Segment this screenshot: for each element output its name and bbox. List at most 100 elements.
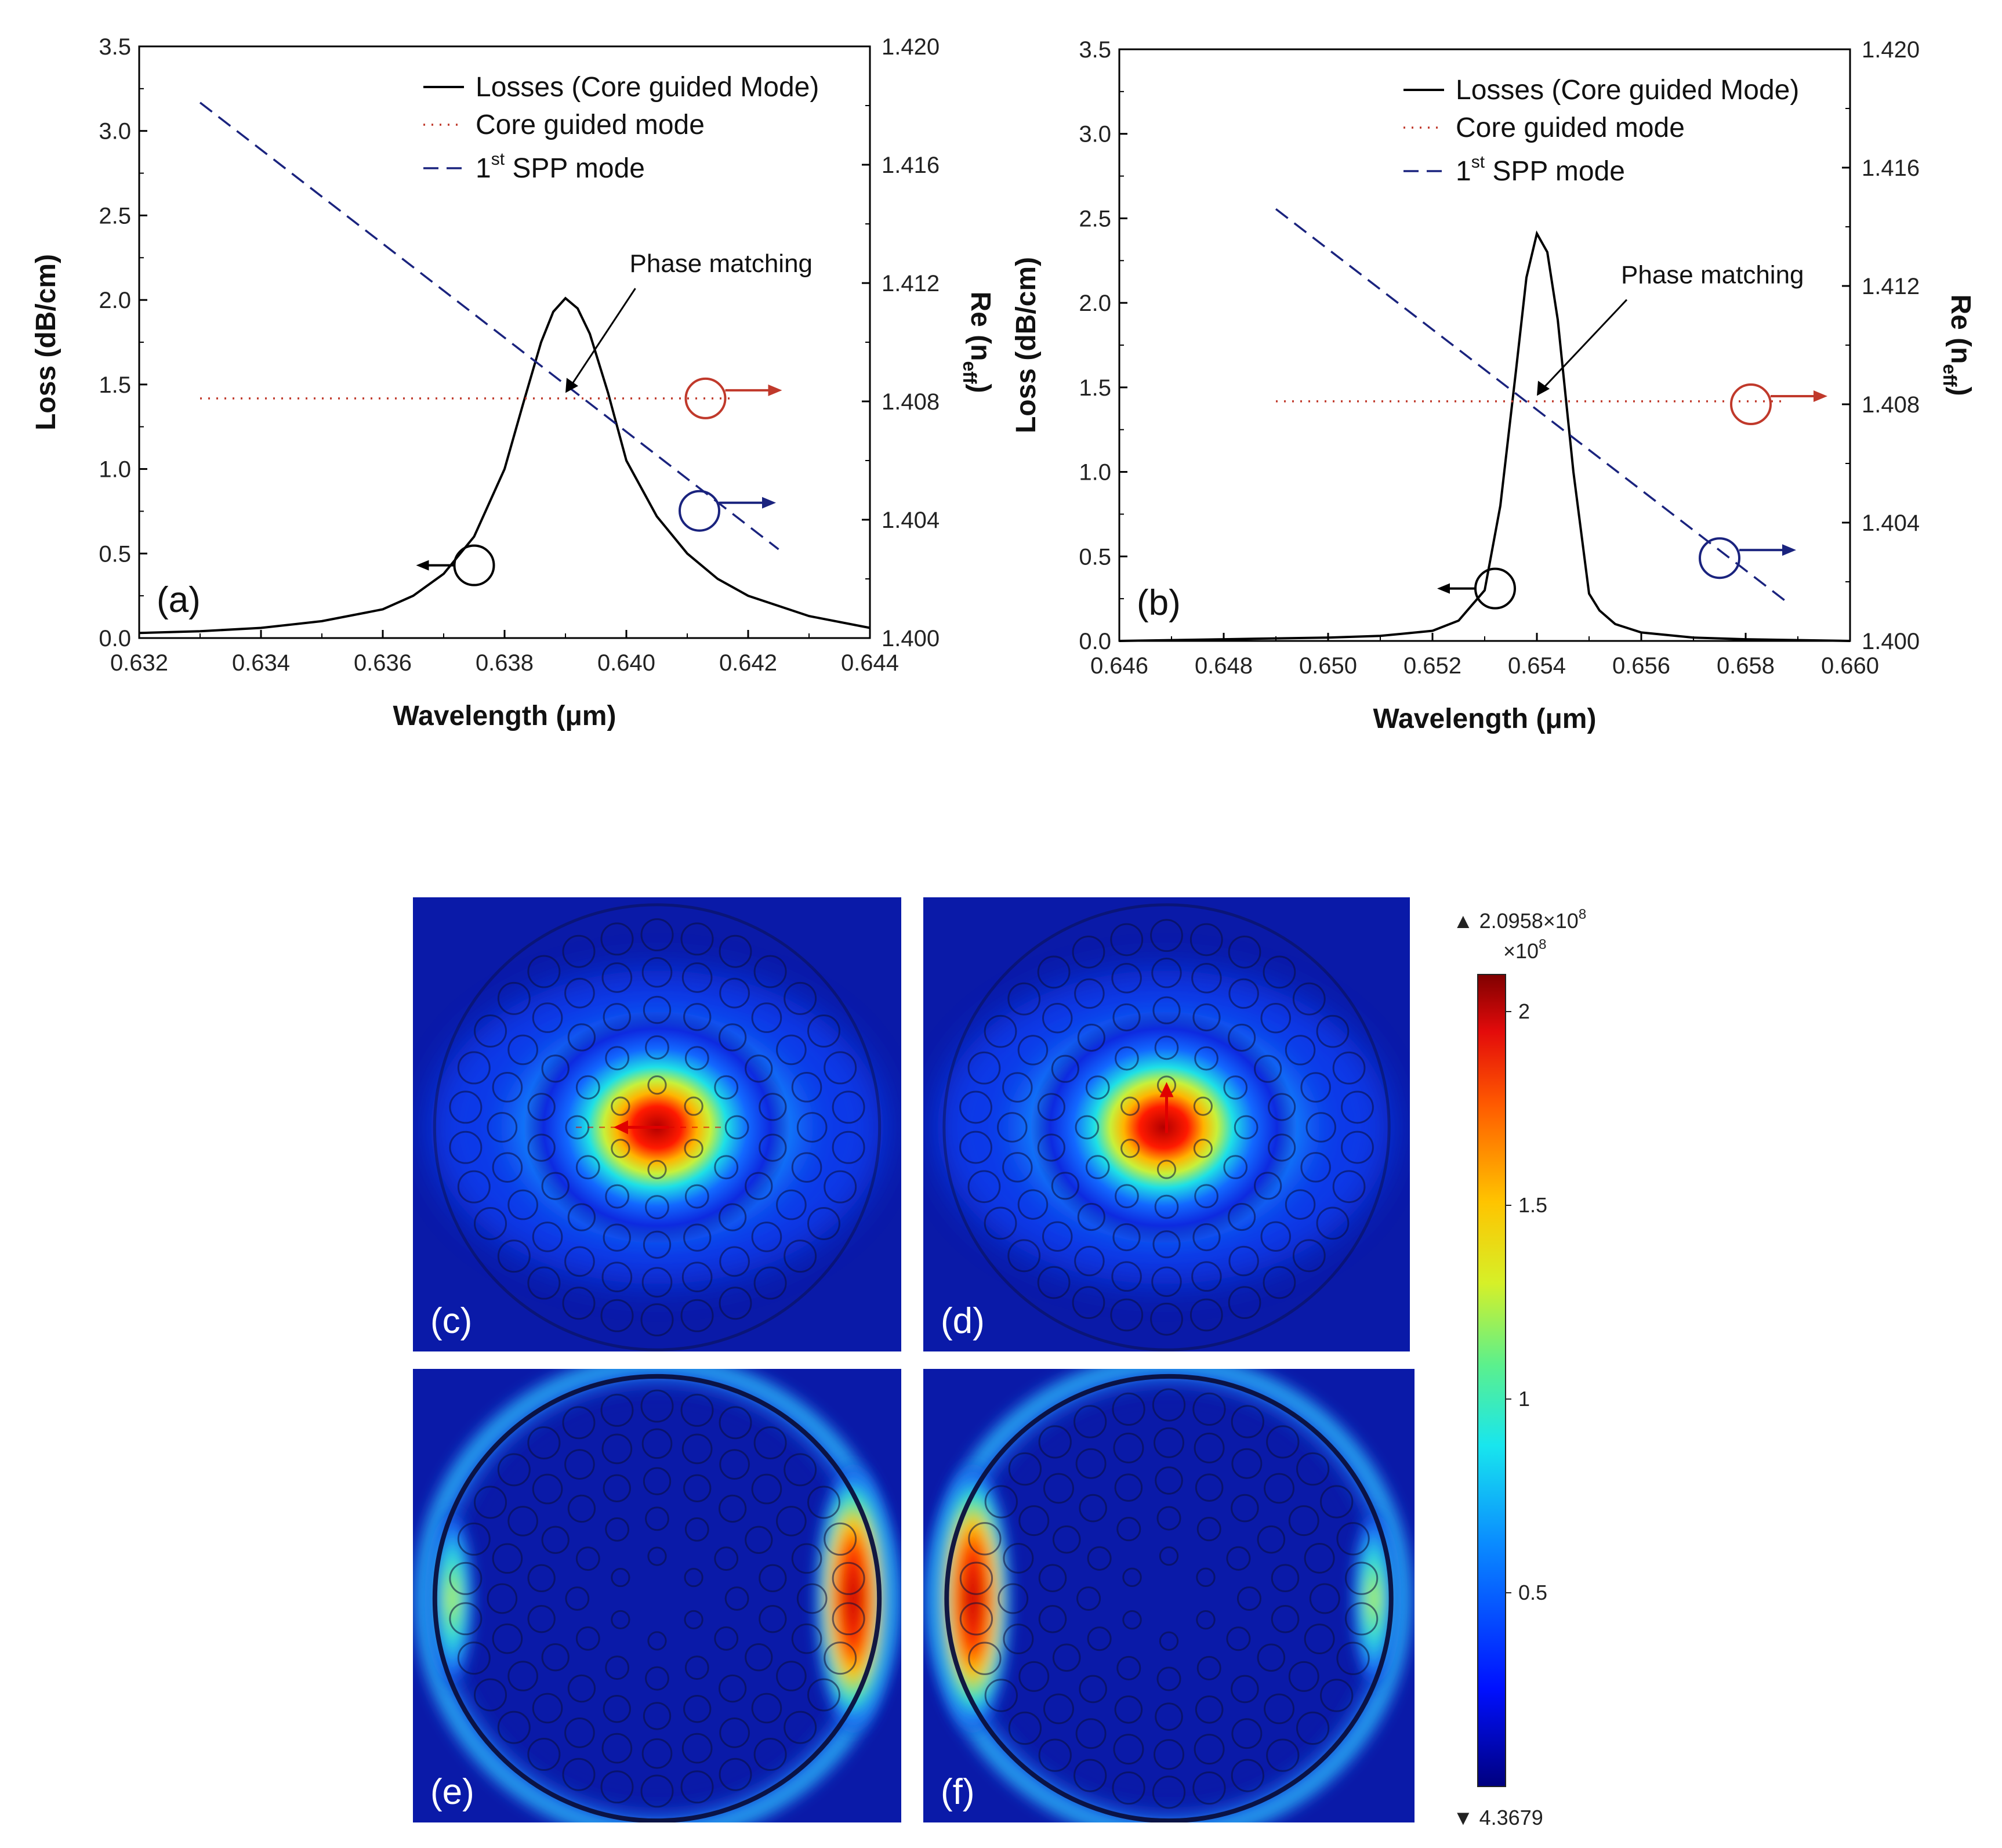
air-hole	[1223, 1075, 1248, 1100]
polarization-arrowhead	[614, 1120, 628, 1135]
air-hole	[791, 1623, 822, 1654]
air-hole	[796, 1112, 828, 1143]
air-hole	[681, 1262, 713, 1292]
air-hole	[1085, 1155, 1110, 1179]
air-hole	[1037, 955, 1071, 989]
air-hole	[1266, 1738, 1300, 1772]
chart-panel-b: 0.646 0.648 0.650 0.652 0.654 0.656 0.658 0.660…	[1011, 37, 1976, 734]
air-hole	[718, 1203, 747, 1231]
air-hole	[753, 1738, 787, 1771]
gold-layer-ring	[942, 903, 1391, 1351]
air-hole	[1254, 1055, 1282, 1083]
air-hole	[641, 1738, 673, 1769]
air-hole	[1263, 1266, 1296, 1299]
air-hole	[541, 1055, 570, 1083]
air-hole	[449, 1130, 483, 1164]
air-hole	[532, 1002, 563, 1033]
x-tick-label: 0.658	[1717, 653, 1775, 679]
x-tick-label: 0.654	[1508, 653, 1566, 679]
colorbar-max-label: ▲ 2.0958×108	[1453, 907, 1586, 933]
air-hole	[1072, 935, 1105, 969]
air-hole	[684, 1655, 709, 1680]
air-hole	[1316, 1014, 1350, 1048]
air-hole	[1043, 1693, 1074, 1724]
y2-axis-label-close: )	[1945, 387, 1976, 396]
air-hole	[641, 956, 673, 988]
air-hole	[1189, 923, 1223, 956]
air-hole	[791, 1152, 822, 1183]
air-hole	[1271, 1605, 1300, 1633]
air-hole	[1051, 1055, 1079, 1083]
x-axis-label: Wavelength (μm)	[393, 701, 616, 731]
air-hole	[751, 1693, 782, 1724]
air-hole	[1223, 1155, 1248, 1179]
air-hole	[1271, 1564, 1300, 1592]
air-hole	[784, 1453, 817, 1487]
air-hole	[492, 1543, 523, 1574]
air-hole	[719, 1246, 750, 1277]
air-hole	[643, 995, 672, 1024]
x-tick-label: 0.652	[1403, 653, 1461, 679]
air-hole	[1195, 1695, 1224, 1724]
air-hole	[1122, 1567, 1142, 1588]
air-hole	[1257, 1525, 1286, 1554]
air-hole	[959, 1090, 992, 1124]
air-hole	[1268, 1093, 1296, 1121]
air-hole	[564, 1717, 595, 1748]
air-hole	[1075, 1115, 1100, 1140]
air-hole	[527, 1093, 556, 1121]
air-hole	[1073, 1405, 1107, 1438]
legend-spp-sup: st	[491, 150, 505, 169]
air-hole	[745, 1525, 773, 1554]
field-panel-label: (c)	[430, 1301, 472, 1341]
air-hole	[605, 1517, 630, 1542]
air-hole	[497, 1711, 531, 1744]
air-hole	[1231, 1759, 1264, 1792]
air-hole	[791, 1072, 822, 1103]
air-hole	[1087, 1546, 1112, 1571]
x-tick-label: 0.640	[597, 650, 655, 676]
air-hole	[718, 1023, 747, 1052]
x-tick-label: 0.650	[1299, 653, 1357, 679]
air-hole	[1231, 1494, 1259, 1523]
air-hole	[807, 1206, 840, 1240]
air-hole	[645, 1195, 669, 1220]
air-hole	[824, 1522, 857, 1556]
air-hole	[611, 1096, 630, 1116]
air-hole	[541, 1525, 570, 1554]
air-hole	[527, 1133, 556, 1162]
loss-series-line	[1119, 230, 1851, 642]
air-hole	[1074, 1245, 1105, 1277]
air-hole	[641, 1428, 673, 1459]
y2-tick-label: 1.420	[882, 34, 940, 60]
air-hole	[1228, 1245, 1259, 1277]
air-hole	[1077, 1023, 1105, 1052]
air-hole	[719, 1717, 750, 1748]
air-hole	[1152, 1388, 1186, 1422]
air-hole	[1344, 1602, 1379, 1636]
air-hole	[562, 1758, 596, 1791]
x-tick-label: 0.642	[719, 650, 777, 676]
y-tick-label: 3.5	[1079, 37, 1111, 63]
air-hole	[1076, 1586, 1101, 1611]
x-tick-label: 0.648	[1195, 653, 1253, 679]
air-hole	[1122, 1610, 1142, 1630]
phase-matching-label: Phase matching	[630, 249, 813, 278]
air-hole	[1042, 1221, 1073, 1252]
air-hole	[575, 1546, 600, 1571]
air-hole	[575, 1626, 600, 1651]
air-hole	[1113, 1734, 1144, 1765]
colorbar-scale-value: ×10	[1503, 939, 1539, 963]
air-hole	[719, 934, 752, 968]
y2-axis-label-close: )	[965, 384, 996, 393]
air-hole	[1264, 1693, 1295, 1724]
air-hole	[1192, 1392, 1226, 1426]
air-hole	[1304, 1624, 1335, 1655]
air-hole	[601, 1262, 633, 1292]
air-hole	[1037, 1133, 1065, 1162]
air-hole	[1228, 1286, 1261, 1320]
y-tick-label: 1.0	[99, 457, 131, 483]
air-hole	[998, 1583, 1029, 1614]
air-hole	[497, 1453, 531, 1487]
air-hole	[1116, 1655, 1141, 1680]
